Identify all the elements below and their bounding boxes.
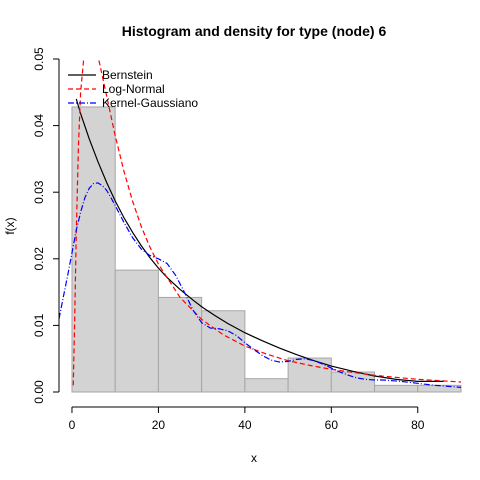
x-axis: 0 20 40 60 80 (69, 406, 425, 432)
y-tick-label: 0.05 (32, 47, 46, 71)
y-axis-label: f(x) (3, 217, 17, 234)
y-tick-label: 0.00 (32, 380, 46, 404)
x-axis-label: x (251, 451, 257, 465)
y-axis: 0.00 0.01 0.02 0.03 0.04 0.05 (32, 47, 60, 404)
histogram-bar-5 (287, 357, 332, 393)
legend-label-log-normal: Log-Normal (102, 82, 165, 96)
histogram-bars (71, 106, 462, 393)
histogram-bar-3 (201, 310, 246, 393)
legend-label-kernel-gaussiano: Kernel-Gaussiano (102, 96, 198, 110)
legend-label-bernstein: Bernstein (102, 68, 153, 82)
series-line-log-normal (72, 59, 461, 386)
histogram-bar-4 (244, 378, 289, 393)
x-tick-label: 80 (411, 418, 425, 432)
y-tick-label: 0.03 (32, 180, 46, 204)
y-tick-label: 0.02 (32, 247, 46, 271)
histogram-bar-1 (114, 269, 159, 393)
histogram-bar-2 (157, 296, 203, 393)
series-line-bernstein (75, 98, 444, 382)
x-tick-label: 60 (325, 418, 339, 432)
histogram-bar-0 (71, 106, 116, 393)
y-tick-label: 0.04 (32, 114, 46, 138)
histogram-bar-7 (374, 384, 419, 393)
y-tick-label: 0.01 (32, 313, 46, 337)
chart-title: Histogram and density for type (node) 6 (122, 23, 387, 39)
x-tick-label: 20 (152, 418, 166, 432)
density-curves (59, 59, 461, 388)
x-tick-label: 40 (238, 418, 252, 432)
histogram-bar-6 (330, 371, 376, 393)
x-tick-label: 0 (69, 418, 76, 432)
